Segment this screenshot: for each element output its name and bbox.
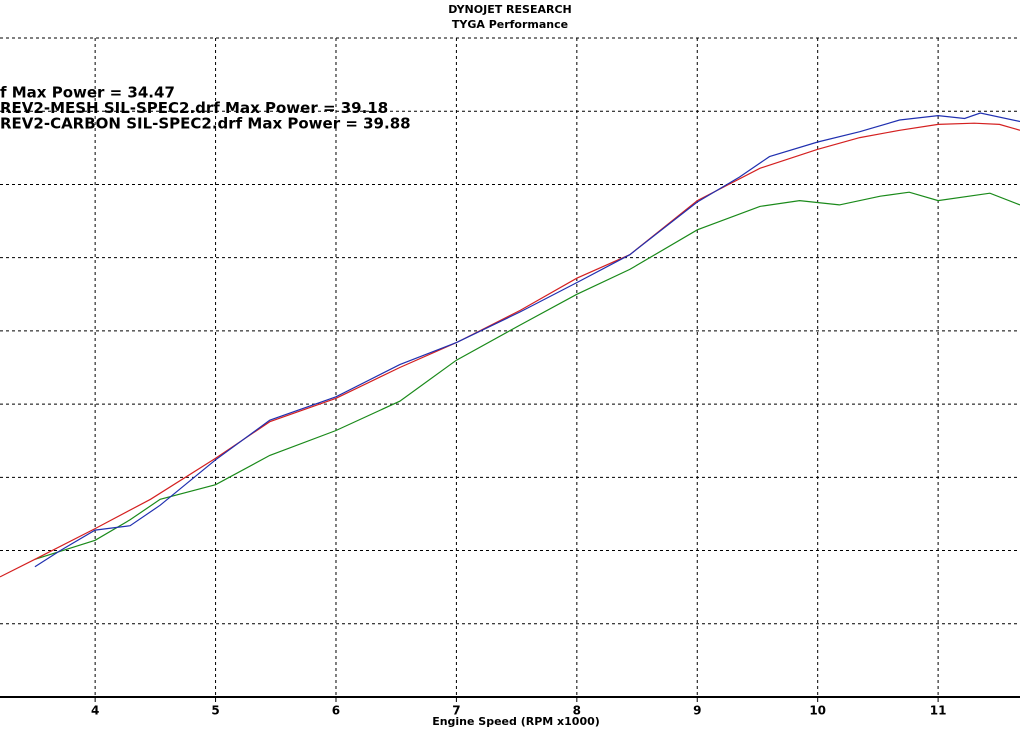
x-tick-label: 4 — [91, 704, 99, 718]
chart-title: DYNOJET RESEARCH — [448, 3, 571, 16]
x-tick-label: 7 — [452, 704, 460, 718]
legend-entry: REV2-CARBON SIL-SPEC2.drf Max Power = 39… — [0, 115, 411, 133]
x-tick-label: 6 — [332, 704, 340, 718]
x-tick-label: 11 — [930, 704, 947, 718]
x-tick-label: 5 — [211, 704, 219, 718]
legend-entry: REV2-MESH SIL-SPEC2.drf Max Power = 39.1… — [0, 99, 388, 117]
series-line — [0, 122, 1020, 578]
legend-entry: f Max Power = 34.47 — [0, 84, 175, 102]
chart-subtitle: TYGA Performance — [452, 18, 568, 31]
x-axis-label: Engine Speed (RPM x1000) — [432, 715, 600, 728]
series-line — [34, 112, 1020, 568]
x-tick-label: 8 — [573, 704, 581, 718]
x-tick-label: 10 — [809, 704, 826, 718]
series-line — [34, 191, 1020, 560]
x-tick-label: 9 — [693, 704, 701, 718]
